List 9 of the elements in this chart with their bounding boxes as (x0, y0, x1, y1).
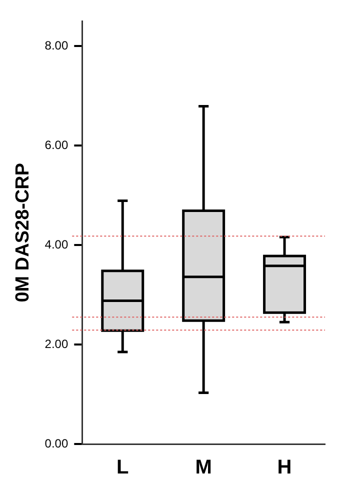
x-tick-label: L (116, 456, 129, 479)
y-tick-label: 4.00 (44, 237, 68, 252)
y-tick-label: 6.00 (44, 138, 68, 152)
y-axis-title: 0M DAS28-CRP (12, 162, 34, 302)
x-tick-label: H (277, 456, 292, 479)
y-tick-label: 8.00 (44, 38, 68, 52)
y-tick-label: 2.00 (44, 336, 68, 351)
y-tick-label: 0.00 (44, 436, 68, 450)
x-tick-label: M (195, 456, 212, 479)
